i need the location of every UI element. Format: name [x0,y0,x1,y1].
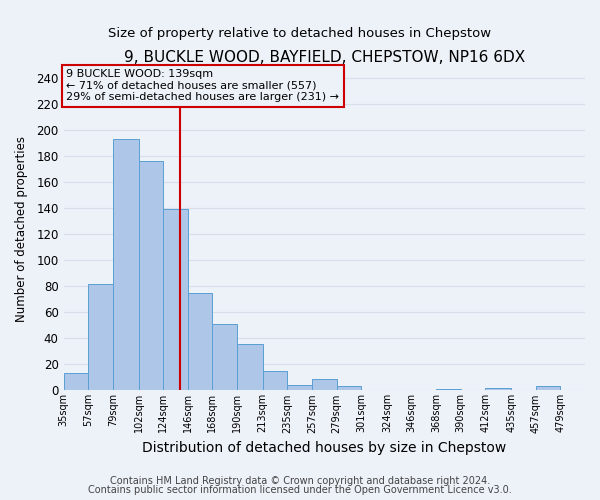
Bar [163,210,188,390]
Text: Contains public sector information licensed under the Open Government Licence v3: Contains public sector information licen… [88,485,512,495]
Bar [536,386,560,390]
Bar [188,293,212,390]
Title: 9, BUCKLE WOOD, BAYFIELD, CHEPSTOW, NP16 6DX: 9, BUCKLE WOOD, BAYFIELD, CHEPSTOW, NP16… [124,50,525,65]
Bar [113,139,139,390]
X-axis label: Distribution of detached houses by size in Chepstow: Distribution of detached houses by size … [142,441,506,455]
Bar [287,385,312,390]
Bar [263,371,287,390]
Text: 9 BUCKLE WOOD: 139sqm
← 71% of detached houses are smaller (557)
29% of semi-det: 9 BUCKLE WOOD: 139sqm ← 71% of detached … [66,69,339,102]
Text: Size of property relative to detached houses in Chepstow: Size of property relative to detached ho… [109,28,491,40]
Bar [139,162,163,390]
Bar [485,388,511,390]
Bar [64,374,88,390]
Bar [88,284,113,391]
Bar [237,344,263,390]
Bar [436,389,461,390]
Bar [312,378,337,390]
Y-axis label: Number of detached properties: Number of detached properties [15,136,28,322]
Bar [212,324,237,390]
Bar [337,386,361,390]
Text: Contains HM Land Registry data © Crown copyright and database right 2024.: Contains HM Land Registry data © Crown c… [110,476,490,486]
